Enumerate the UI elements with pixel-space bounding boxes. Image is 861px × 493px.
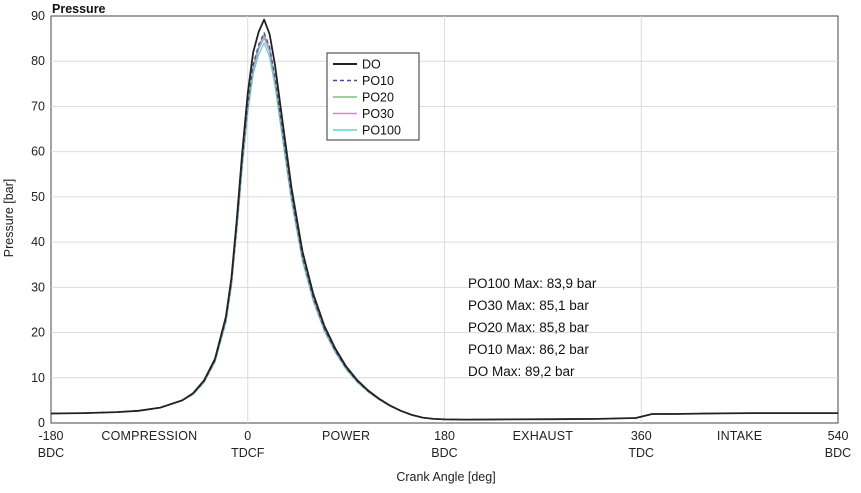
legend-label-po10: PO10 (362, 74, 394, 88)
y-axis-title: Pressure [bar] (2, 179, 16, 258)
x-tick-sublabel: BDC (431, 446, 457, 460)
x-tick-label: 540 (828, 429, 849, 443)
y-tick-label: 70 (31, 99, 45, 113)
legend-label-po30: PO30 (362, 107, 394, 121)
annotation-group: PO100 Max: 83,9 bar PO30 Max: 85,1 bar P… (468, 276, 597, 379)
annotation-po100-max: PO100 Max: 83,9 bar (468, 276, 597, 291)
annotation-do-max: DO Max: 89,2 bar (468, 364, 575, 379)
series-layer (50, 18, 838, 421)
y-tick-label: 50 (31, 190, 45, 204)
x-tick-sublabel: BDC (38, 446, 64, 460)
x-tick-label: 360 (631, 429, 652, 443)
x-axis-title: Crank Angle [deg] (396, 470, 495, 484)
x-tick-label: 0 (244, 429, 251, 443)
x-tick-label: -180 (38, 429, 63, 443)
series-line-do (50, 18, 838, 421)
phase-label: EXHAUST (513, 429, 574, 443)
annotation-po10-max: PO10 Max: 86,2 bar (468, 342, 589, 357)
legend: DO PO10 PO20 PO30 PO100 (326, 52, 420, 141)
y-tick-label: 60 (31, 145, 45, 159)
y-tick-label: 0 (38, 416, 45, 430)
x-tick-sublabel: BDC (825, 446, 851, 460)
y-tick-label: 90 (31, 9, 45, 23)
legend-label-po100: PO100 (362, 124, 401, 138)
phase-label: INTAKE (717, 429, 762, 443)
y-tick-label: 20 (31, 326, 45, 340)
x-tick-label: 180 (434, 429, 455, 443)
y-tick-label: 40 (31, 235, 45, 249)
annotation-po30-max: PO30 Max: 85,1 bar (468, 298, 589, 313)
x-tick-sublabel: TDC (628, 446, 654, 460)
grid-layer (51, 16, 838, 423)
x-tick-sublabel: TDCF (231, 446, 265, 460)
legend-label-po20: PO20 (362, 91, 394, 105)
y-tick-label: 10 (31, 371, 45, 385)
y-tick-label: 30 (31, 280, 45, 294)
phase-label: POWER (322, 429, 370, 443)
chart-title: Pressure (52, 2, 106, 16)
annotation-po20-max: PO20 Max: 85,8 bar (468, 320, 589, 335)
y-tick-label: 80 (31, 54, 45, 68)
legend-label-do: DO (362, 58, 381, 72)
phase-label: COMPRESSION (101, 429, 197, 443)
tick-layer: 0 10 20 30 40 50 60 70 80 90 -180 BDC 0 TDCF 180 BDC 360… (31, 9, 851, 460)
